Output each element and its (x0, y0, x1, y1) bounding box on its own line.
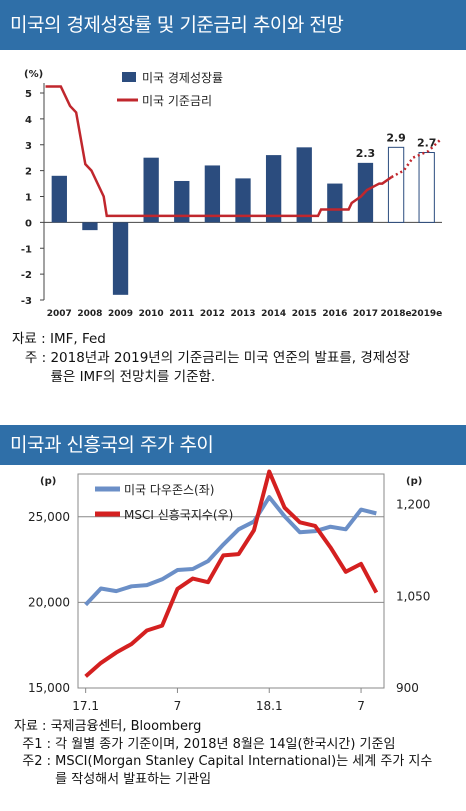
y-tick-label: -1 (21, 244, 32, 255)
y-tick-label: 2 (25, 167, 32, 178)
data-label: 2.9 (386, 131, 406, 144)
right-tick-label: 1,200 (396, 498, 430, 512)
chart2-notes: 자료 : 국제금융센터, Bloomberg 주1 : 각 월별 종가 기준이며… (0, 718, 466, 788)
stock-index-chart: (p) (p) 15,00020,00025,0009001,0501,2001… (28, 469, 430, 713)
note-label: 주 : (12, 350, 51, 366)
x-tick-label: 2014 (261, 309, 286, 319)
chart1-rate-line (45, 85, 442, 218)
x-tick-label: 2013 (230, 309, 255, 319)
chart1-data-labels: 2.3 2.9 2.7 (356, 131, 437, 160)
note-label: 주1 : (14, 736, 56, 752)
note-text: 국제금융센터, Bloomberg (50, 719, 202, 734)
y-tick-label: 5 (25, 89, 32, 100)
note-label: 자료 : (12, 331, 50, 347)
x-tick-label: 18.1 (256, 699, 283, 713)
growth-bar (143, 157, 159, 223)
right-tick-label: 900 (396, 681, 419, 695)
right-tick-label: 1,050 (396, 589, 430, 603)
growth-bar (265, 155, 282, 223)
x-tick-label: 7 (357, 699, 365, 713)
chart2-lines (84, 469, 379, 678)
chart1-unit: (%) (24, 69, 43, 80)
y-tick-label: 0 (25, 218, 32, 229)
x-tick-label: 2017 (353, 309, 378, 319)
x-tick-label: 2007 (47, 309, 72, 319)
growth-bar (327, 183, 343, 223)
rate-line-actual (45, 85, 393, 218)
x-tick-label: 7 (174, 699, 182, 713)
growth-bar (112, 222, 129, 295)
x-tick-label: 2019e (411, 309, 442, 319)
x-tick-label: 2011 (169, 309, 194, 319)
legend-bar-swatch (122, 72, 136, 82)
legend-msci-label: MSCI 신흥국지수(우) (124, 508, 233, 522)
chart2-title: 미국과 신흥국의 주가 추이 (0, 425, 466, 465)
growth-bar (296, 147, 312, 223)
y-tick-label: -2 (21, 270, 32, 281)
y-tick-label: 3 (25, 141, 32, 152)
dow-jones-line (84, 495, 377, 607)
chart1-notes: 자료 : IMF, Fed 주 : 2018년과 2019년의 기준금리는 미국… (0, 330, 466, 387)
note-source: 자료 : IMF, Fed (0, 330, 466, 349)
note-text: IMF, Fed (49, 331, 106, 347)
chart2-legend: 미국 다우존스(좌) MSCI 신흥국지수(우) (95, 483, 233, 522)
x-tick-label: 2009 (108, 309, 133, 319)
note-label: 주2 : (14, 754, 56, 769)
x-tick-label: 2008 (77, 309, 102, 319)
note-source: 자료 : 국제금융센터, Bloomberg (0, 718, 466, 736)
x-tick-label: 2010 (139, 309, 164, 319)
chart1-title: 미국의 경제성장률 및 기준금리 추이와 전망 (0, 0, 466, 50)
y-tick-label: -3 (21, 296, 32, 307)
left-tick-label: 25,000 (28, 510, 70, 524)
y-tick-label: 4 (25, 115, 32, 126)
note-text: MSCI(Morgan Stanley Capital Internationa… (55, 754, 433, 787)
legend-bar-label: 미국 경제성장률 (142, 71, 223, 85)
growth-bar (235, 178, 251, 223)
note-remark-1: 주1 : 각 월별 종가 기준이며, 2018년 8월은 14일(한국시간) 기… (0, 736, 466, 754)
growth-rate-chart: (%) -3 -2 -1 0 1 2 3 4 5 2007 2008 2009 2010 2011 2012… (21, 69, 442, 319)
left-tick-label: 15,000 (28, 681, 70, 695)
legend-line-label: 미국 기준금리 (142, 94, 212, 108)
chart1-axes: -3 -2 -1 0 1 2 3 4 5 2007 2008 2009 2010 2011 2012 2013… (21, 83, 442, 319)
x-tick-label: 17.1 (72, 699, 99, 713)
note-remark: 주 : 2018년과 2019년의 기준금리는 미국 연준의 발표를, 경제성장… (0, 349, 466, 387)
growth-bar (204, 165, 221, 223)
msci-em-line (84, 469, 379, 678)
chart2-right-unit: (p) (406, 476, 422, 487)
data-label: 2.7 (417, 137, 437, 150)
rate-line-forecast (390, 138, 442, 179)
note-remark-2: 주2 : MSCI(Morgan Stanley Capital Interna… (0, 753, 466, 788)
x-tick-label: 2016 (322, 309, 347, 319)
x-tick-label: 2012 (200, 309, 225, 319)
chart1-bars (51, 146, 435, 295)
forecast-growth-bar (387, 146, 405, 223)
chart1-legend: 미국 경제성장률 미국 기준금리 (117, 71, 223, 108)
left-tick-label: 20,000 (28, 595, 70, 609)
growth-bar (51, 175, 67, 223)
data-label: 2.3 (356, 147, 376, 160)
note-text: 각 월별 종가 기준이며, 2018년 8월은 14일(한국시간) 기준임 (55, 736, 396, 752)
plot-frame (77, 473, 385, 689)
y-tick-label: 1 (25, 193, 32, 204)
note-text: 2018년과 2019년의 기준금리는 미국 연준의 발표를, 경제성장률은 I… (50, 350, 411, 385)
legend-dow-label: 미국 다우존스(좌) (124, 483, 214, 497)
chart2-axes: 15,000 20,000 25,000 900 1,050 1,200 17.1 7 18.1… (28, 473, 430, 713)
x-tick-label: 2015 (292, 309, 317, 319)
forecast-growth-bar (418, 152, 435, 223)
note-label: 자료 : (14, 719, 51, 734)
growth-bar (174, 180, 190, 223)
x-tick-label: 2018e (380, 309, 411, 319)
growth-bar (82, 222, 98, 231)
chart2-left-unit: (p) (40, 476, 56, 487)
